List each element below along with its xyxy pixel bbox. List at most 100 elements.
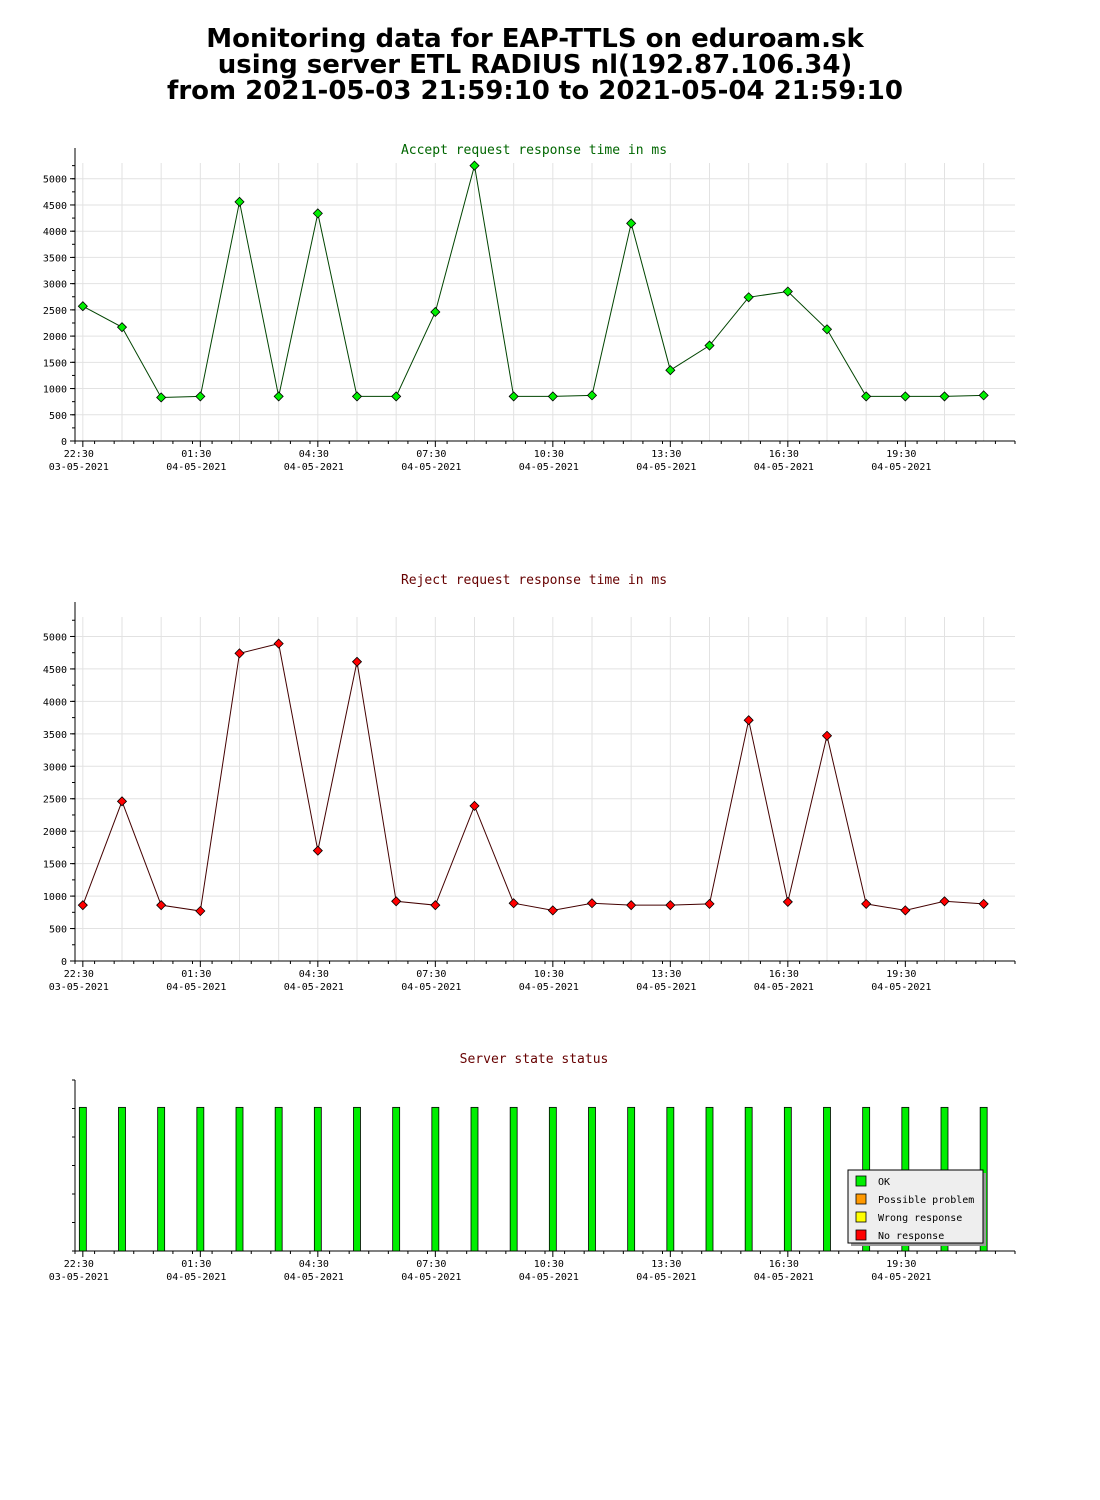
reject-response-chart: Reject request response time in ms 0 500 10… <box>43 573 1016 993</box>
status-bar <box>666 1106 675 1252</box>
x-tick-date: 04-05-2021 <box>284 982 344 993</box>
data-point <box>547 391 558 402</box>
data-point <box>234 648 245 659</box>
data-point <box>665 365 676 376</box>
data-point <box>234 196 245 207</box>
y-tick-label: 4500 <box>43 665 67 676</box>
chart-title: Accept request response time in ms <box>401 143 667 158</box>
legend-swatch <box>855 1211 867 1223</box>
y-tick-label: 2000 <box>43 332 67 343</box>
y-tick-label: 4500 <box>43 201 67 212</box>
status-bar <box>509 1106 518 1252</box>
x-tick-time: 07:30 <box>416 1259 446 1270</box>
y-tick-label: 2500 <box>43 795 67 806</box>
page-title: Monitoring data for EAP-TTLS on eduroam.… <box>0 26 1070 104</box>
y-tick-label: 1500 <box>43 860 67 871</box>
x-tick-time: 16:30 <box>769 449 799 460</box>
page-title-line-1: Monitoring data for EAP-TTLS on eduroam.… <box>206 24 864 54</box>
status-bar <box>78 1106 87 1252</box>
x-tick-time: 04:30 <box>299 1259 329 1270</box>
x-tick-date: 04-05-2021 <box>401 982 461 993</box>
data-point <box>704 898 715 909</box>
x-tick-time: 22:30 <box>64 449 94 460</box>
data-point <box>704 340 715 351</box>
x-tick-date: 04-05-2021 <box>754 462 814 473</box>
legend-label: Wrong response <box>878 1213 962 1224</box>
data-point <box>77 900 88 911</box>
data-point <box>430 900 441 911</box>
x-tick-time: 10:30 <box>534 449 564 460</box>
data-point <box>978 390 989 401</box>
data-point <box>195 391 206 402</box>
x-tick-date: 04-05-2021 <box>401 462 461 473</box>
x-tick-time: 10:30 <box>534 1259 564 1270</box>
x-tick-time: 16:30 <box>769 969 799 980</box>
x-tick-date: 04-05-2021 <box>754 982 814 993</box>
data-point <box>508 391 519 402</box>
x-tick-time: 01:30 <box>181 969 211 980</box>
x-tick-time: 07:30 <box>416 449 446 460</box>
y-tick-label: 5000 <box>43 175 67 186</box>
data-point <box>312 845 323 856</box>
status-bar <box>118 1106 126 1252</box>
data-point <box>156 900 167 911</box>
status-bar <box>313 1106 322 1252</box>
data-point <box>430 306 441 318</box>
x-tick-date: 04-05-2021 <box>519 982 579 993</box>
data-point <box>116 796 128 807</box>
status-bar <box>705 1106 714 1252</box>
data-point <box>391 391 402 402</box>
status-bar <box>783 1106 792 1252</box>
data-point <box>586 898 598 909</box>
status-bar <box>431 1106 440 1252</box>
status-bar <box>744 1106 753 1252</box>
page-title-line-3: from 2021-05-03 21:59:10 to 2021-05-04 2… <box>167 76 903 106</box>
chart-title: Reject request response time in ms <box>401 573 667 588</box>
data-point <box>939 896 950 907</box>
y-tick-label: 2500 <box>43 306 67 317</box>
data-point <box>900 391 911 402</box>
legend <box>847 1169 984 1244</box>
x-tick-date: 04-05-2021 <box>401 1272 461 1283</box>
y-tick-label: 4000 <box>43 697 67 708</box>
data-point <box>782 286 793 297</box>
status-bar <box>196 1106 205 1252</box>
y-tick-label: 1000 <box>43 385 67 396</box>
status-bar <box>470 1106 479 1252</box>
y-tick-label: 4000 <box>43 227 67 238</box>
data-point <box>469 800 480 811</box>
x-tick-time: 10:30 <box>534 969 564 980</box>
data-point <box>743 715 754 726</box>
data-point <box>978 898 989 909</box>
x-tick-date: 03-05-2021 <box>49 1272 109 1283</box>
data-point <box>391 896 402 907</box>
x-tick-date: 04-05-2021 <box>754 1272 814 1283</box>
x-tick-date: 04-05-2021 <box>871 982 931 993</box>
status-bar <box>235 1106 244 1252</box>
x-tick-time: 19:30 <box>886 1259 916 1270</box>
server-state-chart: Server state status 22:30 03-05-2021 01:30 0… <box>49 1052 1016 1283</box>
legend-label: No response <box>878 1231 944 1242</box>
x-tick-date: 04-05-2021 <box>519 1272 579 1283</box>
series-line <box>82 165 984 398</box>
data-point <box>116 322 128 333</box>
x-tick-time: 07:30 <box>416 969 446 980</box>
x-tick-time: 22:30 <box>64 969 94 980</box>
data-point <box>626 900 637 911</box>
x-tick-time: 13:30 <box>651 1259 681 1270</box>
x-tick-time: 13:30 <box>651 449 681 460</box>
y-tick-label: 500 <box>49 925 67 936</box>
data-point <box>547 905 558 916</box>
x-tick-date: 04-05-2021 <box>166 462 226 473</box>
status-bar <box>274 1106 283 1252</box>
data-point <box>273 638 284 649</box>
x-tick-time: 01:30 <box>181 449 211 460</box>
accept-response-chart: Accept request response time in ms 0 500 10… <box>43 143 1016 473</box>
status-bar <box>548 1106 557 1252</box>
data-point <box>351 391 363 402</box>
data-point <box>821 730 833 741</box>
legend-label: OK <box>878 1177 890 1188</box>
y-tick-label: 1000 <box>43 892 67 903</box>
y-tick-label: 500 <box>49 411 67 422</box>
data-point <box>782 896 793 908</box>
